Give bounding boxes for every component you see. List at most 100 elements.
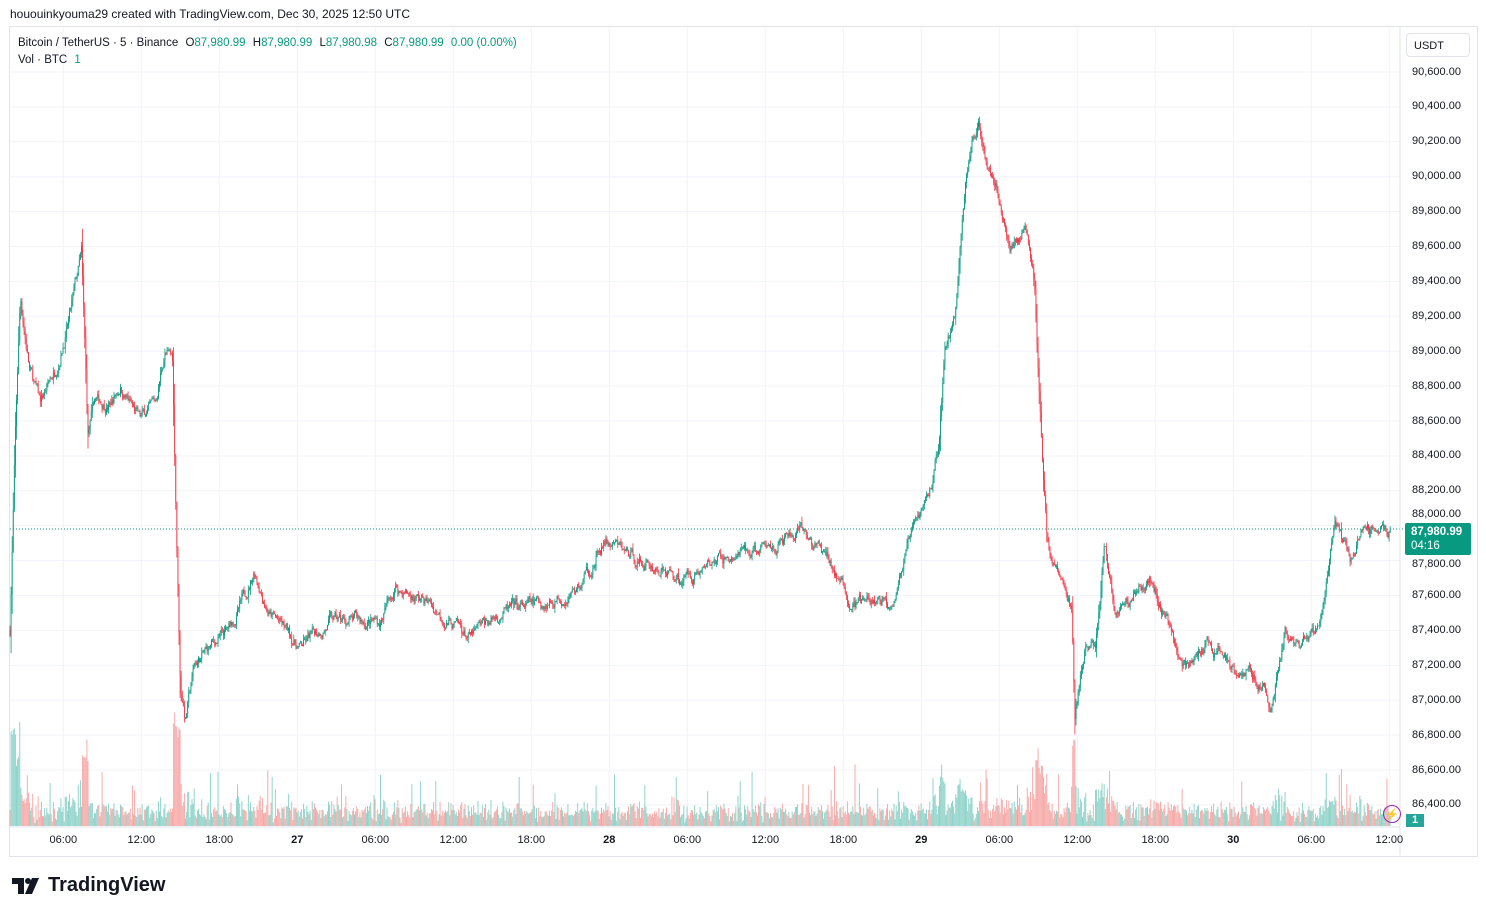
volume-bar [952,800,953,826]
candle-body [443,624,445,628]
volume-bar [460,805,462,826]
candle-body [177,547,179,587]
candle-body [375,618,377,620]
volume-bar [547,815,549,826]
candle-body [713,559,715,563]
volume-bar [272,822,274,826]
candle-body [1127,600,1129,605]
volume-bar [1291,816,1293,826]
volume-bar [178,727,180,826]
candle-body [781,538,783,544]
low-label: L [319,37,326,49]
candle-body [46,383,48,391]
candle-body [150,399,152,403]
volume-bar [1386,778,1388,826]
candle-body [292,643,294,645]
volume-label[interactable]: Vol · BTC [18,54,68,66]
volume-bar [651,813,653,826]
volume-bar [1090,814,1092,826]
volume-bar [1135,809,1137,826]
volume-bar [250,802,251,826]
candle-body [1221,651,1223,656]
candle-body [1203,649,1205,654]
volume-bar [1077,788,1079,826]
volume-bar [429,813,431,826]
symbol-title[interactable]: Bitcoin / TetherUS · 5 · Binance [18,37,179,49]
candle-body [1338,525,1340,530]
volume-bar [339,809,341,826]
volume-bar [1113,801,1115,826]
volume-bar [650,816,652,826]
candle-body [1167,614,1169,621]
volume-bar [486,819,488,826]
candle-body [481,618,483,623]
volume-bar [637,808,639,826]
volume-bar [854,764,856,826]
volume-bar [1210,805,1212,826]
volume-bar [758,804,760,826]
volume-bar [84,757,86,826]
candle-body [51,378,53,380]
price-tick-label: 89,600.00 [1412,240,1461,252]
candle-body [525,603,527,608]
price-tick-label: 89,800.00 [1412,205,1461,218]
volume-bar [955,794,957,826]
time-tick-label: 06:00 [985,834,1014,846]
volume-bar [917,810,919,826]
candle-body [1231,666,1233,670]
candle-body [975,132,977,138]
candle-body [1284,627,1286,638]
candle-body [965,183,966,198]
candle-body [761,543,763,546]
candle-body [306,636,308,641]
volume-bar [293,807,295,826]
currency-button[interactable]: USDT [1406,33,1470,57]
candle-body [147,409,149,414]
candle-body [208,646,210,648]
volume-bar [1375,818,1377,826]
volume-bar [598,818,600,826]
candle-body [604,541,606,545]
volume-bar [129,808,131,826]
volume-bar [1030,791,1031,826]
candle-body [831,565,833,570]
volume-bar [313,803,315,826]
volume-bar [179,729,181,826]
candle-body [251,580,253,583]
candle-body [1313,632,1315,634]
candle-body [807,538,809,540]
candle-body [252,579,254,583]
volume-bar [484,807,485,826]
volume-bar [622,815,624,826]
volume-bar [1101,783,1103,826]
candle-body [169,349,171,353]
lightning-icon[interactable]: ⚡ [1383,805,1401,823]
volume-bar [1132,801,1134,826]
volume-bar [11,734,13,826]
candle-body [722,558,724,564]
volume-bar [36,819,38,826]
volume-bar [1269,812,1271,826]
volume-bar [1158,810,1160,826]
volume-bar [1348,807,1350,826]
volume-bar [856,812,858,826]
volume-bar [362,811,364,826]
tradingview-logo[interactable]: TradingView [12,874,165,897]
volume-bar [479,812,481,826]
candle-body [121,387,123,394]
candle-body [1063,581,1065,587]
candle-body [940,416,942,439]
candle-body [279,617,281,621]
candle-body [133,404,134,406]
candle-body [245,596,247,599]
time-tick-label: 12:00 [1375,834,1404,846]
candle-body [196,662,198,665]
volume-bar [954,813,956,826]
volume-bar [1228,821,1230,826]
volume-bar [168,812,170,826]
volume-bar [1013,801,1015,826]
volume-bar [580,809,582,826]
volume-bar [421,809,423,826]
candle-body [1336,524,1338,527]
